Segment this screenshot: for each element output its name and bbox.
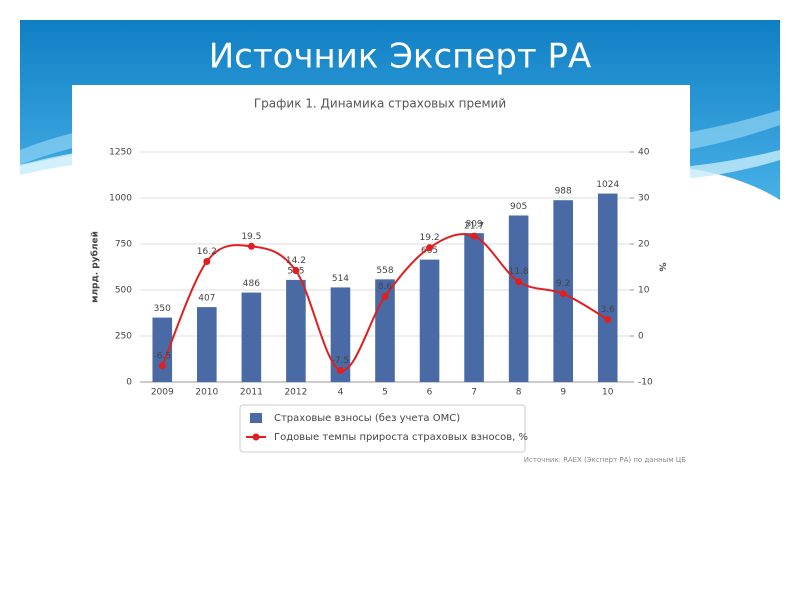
bar-value-label: 350 [154, 304, 171, 314]
legend-swatch [250, 413, 262, 423]
line-marker [336, 367, 344, 374]
line-marker [515, 278, 523, 286]
line-value-label: -7.5 [332, 356, 350, 366]
y-tick-label: 1250 [109, 148, 132, 158]
legend-label: Годовые темпы прироста страховых взносов… [274, 432, 528, 443]
bar [286, 279, 306, 382]
bar-value-label: 988 [555, 187, 572, 197]
slide-title: Источник Эксперт РА [209, 37, 592, 77]
bar [241, 292, 262, 382]
bar-value-label: 407 [198, 294, 215, 304]
y2-tick-label: 40 [638, 148, 650, 158]
line-marker [426, 244, 434, 252]
x-tick-label: 10 [602, 388, 614, 398]
x-tick-label: 2009 [151, 388, 174, 398]
x-tick-label: 9 [560, 388, 566, 398]
x-tick-label: 6 [427, 388, 433, 398]
bar-value-label: 1024 [596, 180, 619, 190]
bar-value-label: 486 [243, 279, 260, 289]
bar-value-label: 905 [510, 202, 527, 212]
line-marker [292, 267, 300, 275]
line-value-label: -6.5 [153, 351, 171, 361]
x-tick-label: 4 [338, 388, 344, 398]
y2-tick-label: 20 [638, 240, 650, 250]
y2-tick-label: 0 [638, 332, 644, 342]
bar [464, 233, 484, 382]
line-marker [158, 362, 166, 370]
y2-tick-label: 10 [638, 286, 650, 296]
chart-title: График 1. Динамика страховых премий [254, 97, 506, 111]
y-axis-label: млрд. рублей [90, 231, 101, 303]
line-value-label: 21.7 [464, 222, 484, 232]
bar-value-label: 514 [332, 274, 349, 284]
x-tick-label: 2010 [195, 388, 218, 398]
bar [419, 259, 440, 382]
line-marker [559, 290, 567, 298]
y-tick-label: 1000 [109, 194, 132, 204]
x-tick-label: 7 [471, 388, 477, 398]
line-marker [203, 257, 211, 265]
x-tick-label: 2011 [240, 388, 263, 398]
line-value-label: 19.5 [241, 232, 261, 242]
bar [330, 287, 351, 382]
source-note: Источник: RAEX (Эксперт РА) по данным ЦБ [524, 456, 686, 464]
x-tick-label: 2012 [284, 388, 307, 398]
x-tick-label: 8 [516, 388, 522, 398]
y-tick-label: 500 [115, 286, 132, 296]
legend [239, 404, 526, 453]
bar-value-label: 558 [376, 266, 393, 276]
line-value-label: 16.2 [197, 247, 217, 257]
y-tick-label: 250 [115, 332, 132, 342]
line-value-label: 14.2 [286, 256, 306, 266]
line-marker [247, 242, 255, 250]
y2-axis-label: % [657, 262, 667, 271]
legend-swatch [252, 433, 260, 441]
line-value-label: 19.2 [420, 233, 440, 243]
bar [197, 307, 217, 382]
legend-label: Страховые взносы (без учета ОМС) [274, 413, 460, 424]
y-tick-label: 0 [126, 378, 132, 388]
bar [508, 215, 529, 382]
line-marker [381, 292, 389, 300]
line-value-label: 9.2 [556, 279, 570, 289]
line-marker [470, 232, 478, 240]
y-tick-label: 750 [115, 240, 132, 250]
bar-value-label: 809 [465, 220, 482, 230]
line-marker [604, 315, 612, 323]
bar [152, 317, 173, 382]
line-value-label: 8.6 [378, 282, 393, 292]
y2-tick-label: -10 [638, 378, 653, 388]
line-value-label: 3.6 [601, 305, 616, 315]
x-tick-label: 5 [382, 388, 388, 398]
y2-tick-label: 30 [638, 194, 650, 204]
line-value-label: 11.8 [509, 267, 529, 277]
bar [597, 193, 618, 382]
